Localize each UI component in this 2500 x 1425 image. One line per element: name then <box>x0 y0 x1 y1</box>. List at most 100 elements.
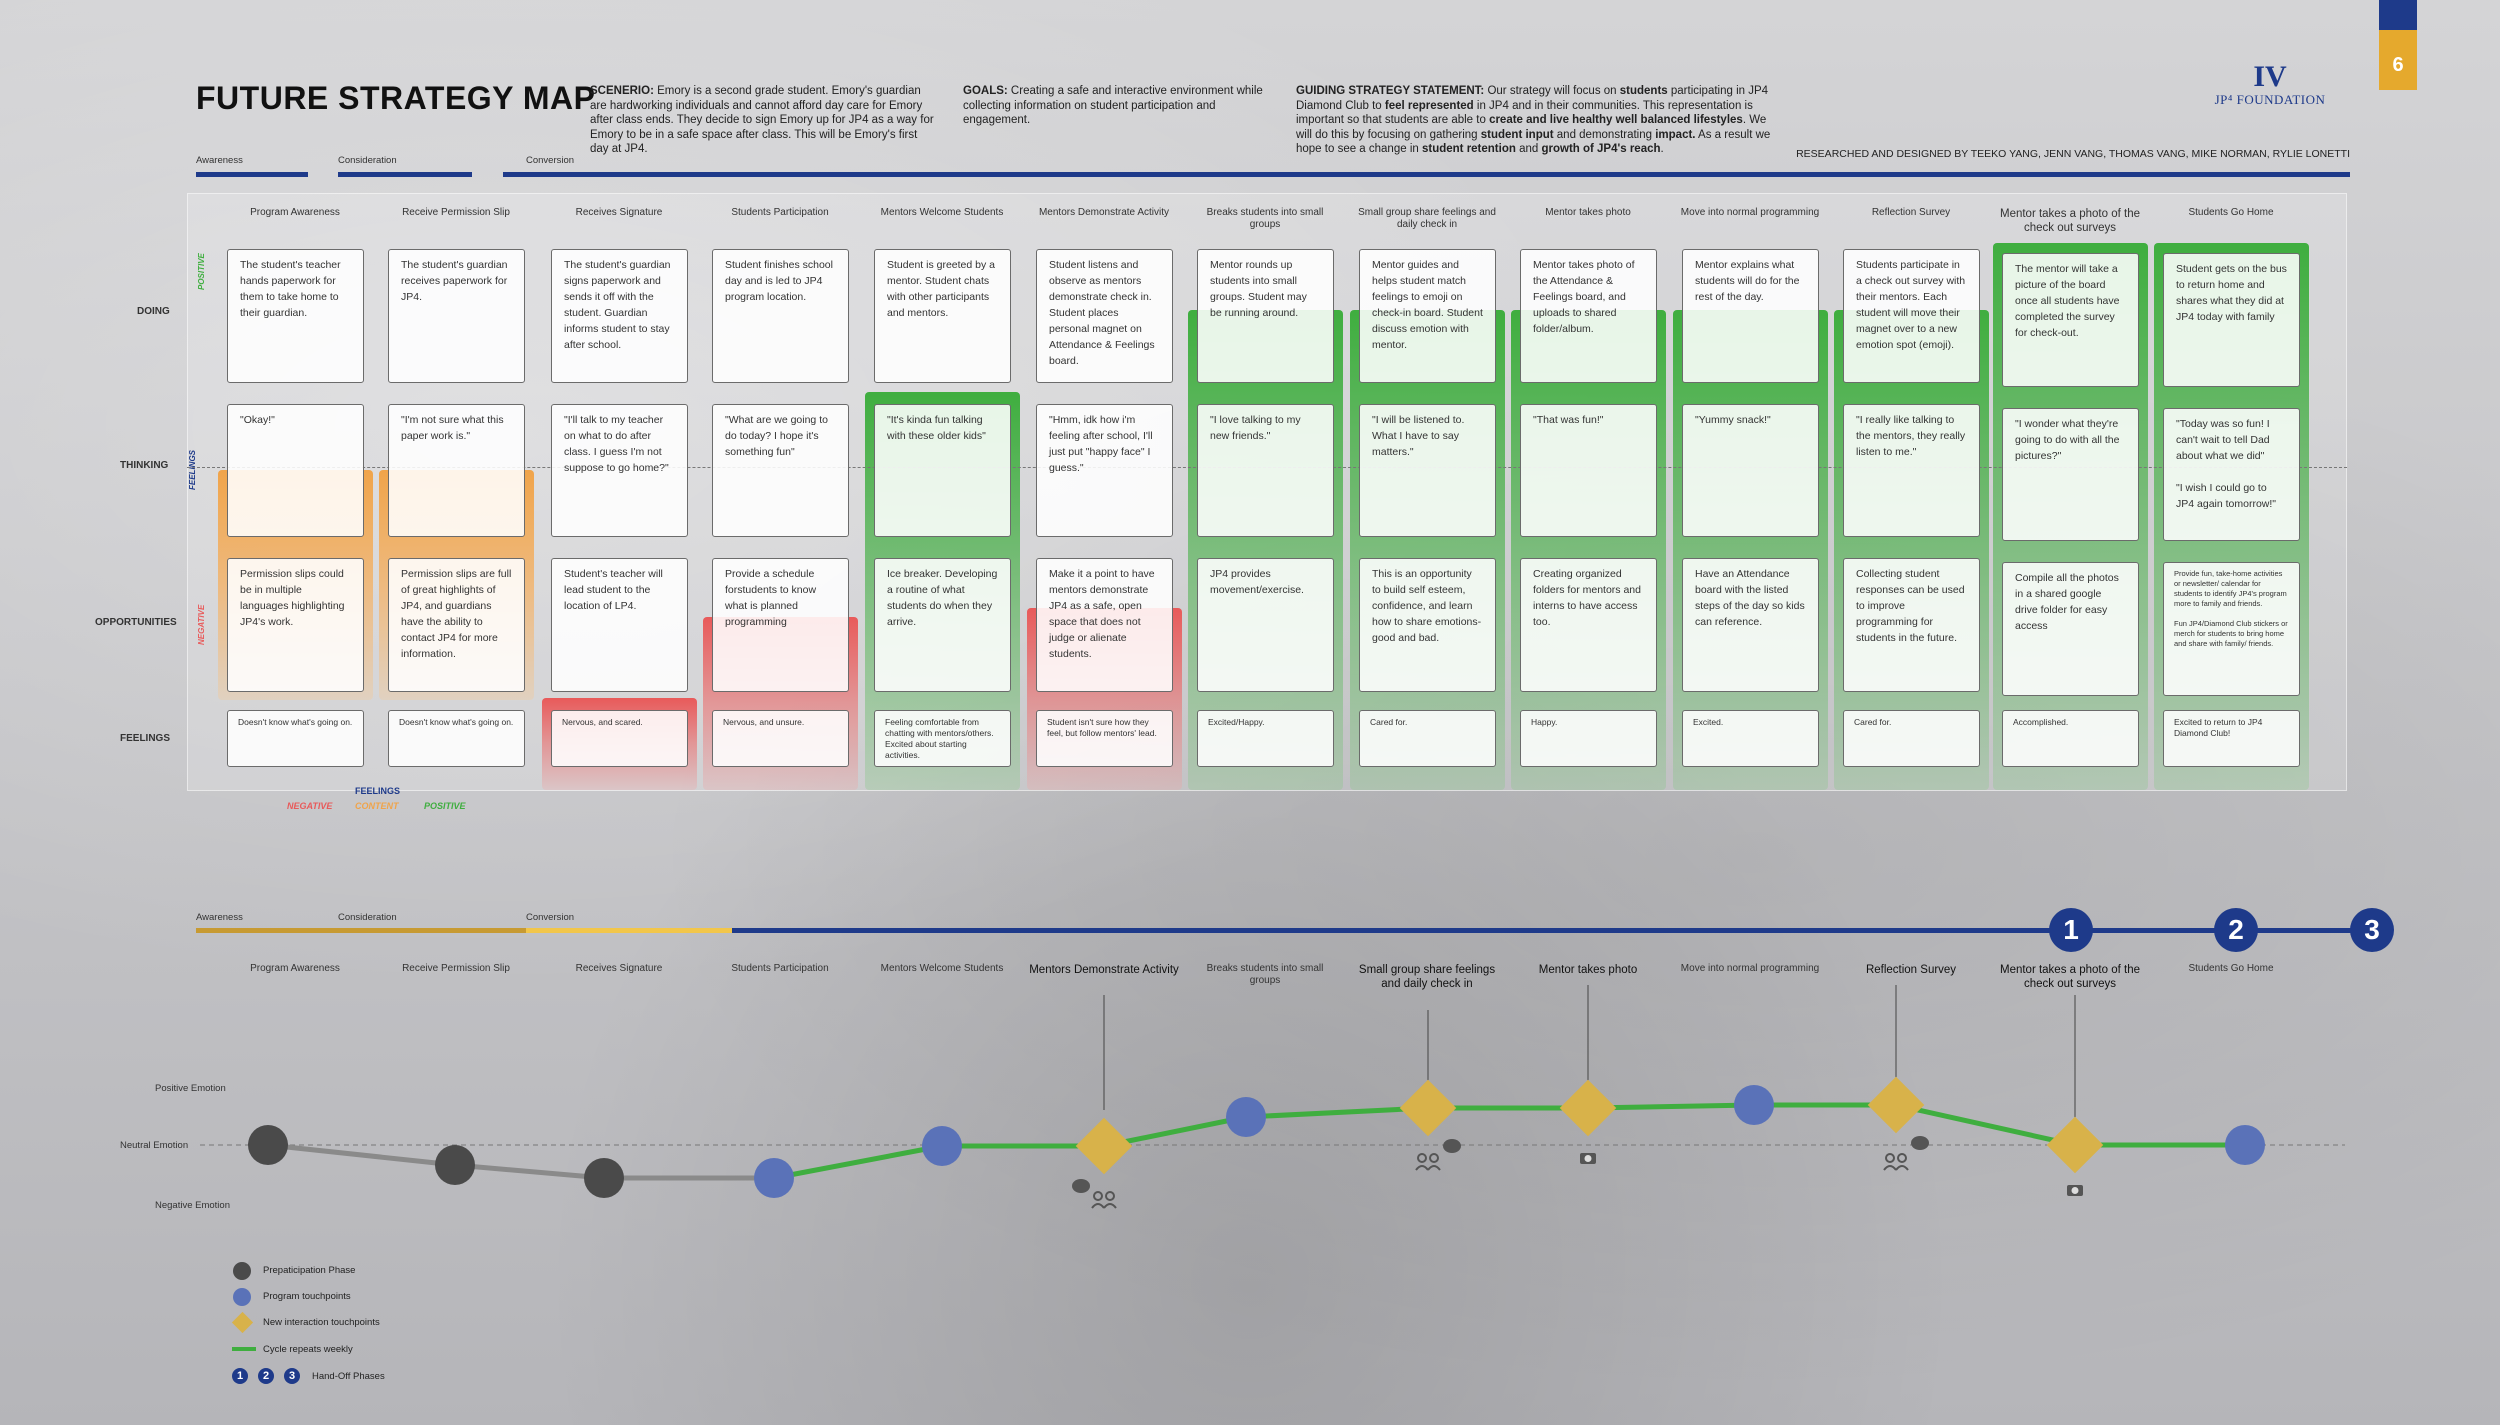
legend-dark-dot <box>233 1262 251 1280</box>
feelings-card: Excited/Happy. <box>1197 710 1334 767</box>
program-touchpoint <box>1226 1097 1266 1137</box>
journey-step-label: Students Go Home <box>2188 963 2274 974</box>
doing-card: Mentor rounds up students into small gro… <box>1197 249 1334 383</box>
legend-handoff-1: 1 <box>232 1368 248 1384</box>
chat-icon <box>1072 1179 1090 1193</box>
column-header: Mentors Demonstrate Activity <box>1038 207 1170 218</box>
thinking-card: "Today was so fun! I can't wait to tell … <box>2163 408 2300 541</box>
column-header: Mentor takes photo <box>1545 207 1631 218</box>
doing-card: Mentor guides and helps student match fe… <box>1359 249 1496 383</box>
opportunity-card: JP4 provides movement/exercise. <box>1197 558 1334 692</box>
row-label-thinking: THINKING <box>120 460 169 471</box>
handoff-2: 2 <box>2214 908 2258 952</box>
column-header: Small group share feelings and daily che… <box>1358 207 1496 230</box>
doing-card: The student's teacher hands paperwork fo… <box>227 249 364 383</box>
opportunity-card: Collecting student responses can be used… <box>1843 558 1980 692</box>
phase-conversion-2: Conversion <box>526 912 575 923</box>
thinking-card: "That was fun!" <box>1520 404 1657 537</box>
people-icon <box>1429 1153 1439 1163</box>
phase-awareness-2: Awareness <box>196 912 243 923</box>
opportunity-card: Permission slips could be in multiple la… <box>227 558 364 692</box>
thinking-card: "I will be listened to. What I have to s… <box>1359 404 1496 537</box>
phase-consideration-2: Consideration <box>338 912 397 923</box>
feelings-legend-positive: POSITIVE <box>424 801 466 811</box>
feelings-card: Cared for. <box>1359 710 1496 767</box>
credits: RESEARCHED AND DESIGNED BY TEEKO YANG, J… <box>1796 148 2350 160</box>
doing-card: Students participate in a check out surv… <box>1843 249 1980 383</box>
consideration-bar <box>338 172 472 177</box>
doing-card: Mentor takes photo of the Attendance & F… <box>1520 249 1657 383</box>
legend-handoff-3: 3 <box>284 1368 300 1384</box>
feelings-card: Cared for. <box>1843 710 1980 767</box>
legend-blue-dot <box>233 1288 251 1306</box>
row-label-doing: DOING <box>137 306 170 317</box>
feelings-card: Doesn't know what's going on. <box>227 710 364 767</box>
page-tab: 6 <box>2379 0 2417 90</box>
legend-handoff: Hand-Off Phases <box>312 1371 385 1382</box>
feelings-legend-content: CONTENT <box>355 801 399 811</box>
new-interaction-touchpoint <box>1559 1079 1617 1137</box>
column-header: Students Go Home <box>2188 207 2274 218</box>
feelings-legend-negative: NEGATIVE <box>287 801 333 811</box>
journey-step-label: Reflection Survey <box>1865 964 1957 976</box>
thinking-card: "I wonder what they're going to do with … <box>2002 408 2139 541</box>
opportunity-card: Compile all the photos in a shared googl… <box>2002 562 2139 696</box>
thinking-card: "It's kinda fun talking with these older… <box>874 404 1011 537</box>
new-interaction-touchpoint <box>2046 1116 2104 1174</box>
emotion-positive-label: Positive Emotion <box>155 1083 226 1094</box>
row-label-feelings: FEELINGS <box>120 733 171 744</box>
doing-card: Student finishes school day and is led t… <box>712 249 849 383</box>
phase-conversion: Conversion <box>526 155 575 166</box>
journey-step-label: Mentors Demonstrate Activity <box>1029 964 1179 976</box>
opportunity-card: Student's teacher will lead student to t… <box>551 558 688 692</box>
phase-consideration: Consideration <box>338 155 397 166</box>
column-header: Receive Permission Slip <box>402 207 510 218</box>
opportunity-card: Provide fun, take-home activities or new… <box>2163 562 2300 696</box>
journey-step-label: Small group share feelings and daily che… <box>1358 964 1496 990</box>
journey-step-label: Move into normal programming <box>1680 963 1820 974</box>
feelings-card: Happy. <box>1520 710 1657 767</box>
feelings-card: Feeling comfortable from chatting with m… <box>874 710 1011 767</box>
column-header: Mentors Welcome Students <box>880 207 1004 218</box>
feelings-card: Doesn't know what's going on. <box>388 710 525 767</box>
new-interaction-touchpoint <box>1075 1117 1133 1175</box>
doing-card: The student's guardian receives paperwor… <box>388 249 525 383</box>
thinking-card: "I'll talk to my teacher on what to do a… <box>551 404 688 537</box>
handoff-3: 3 <box>2350 908 2394 952</box>
bottom-bar-navy <box>732 928 2372 933</box>
opportunity-card: Have an Attendance board with the listed… <box>1682 558 1819 692</box>
journey-segment <box>454 1162 605 1181</box>
column-header: Mentor takes a photo of the check out su… <box>1999 208 2140 234</box>
guiding-statement: GUIDING STRATEGY STATEMENT: Our strategy… <box>1296 85 1771 155</box>
legend-program-touchpoints: Program touchpoints <box>263 1291 351 1302</box>
legend-prepaticipation: Prepaticipation Phase <box>263 1265 356 1276</box>
doing-card: The student's guardian signs paperwork a… <box>551 249 688 383</box>
people-icon <box>1885 1153 1895 1163</box>
journey-step-label: Breaks students into small groups <box>1206 963 1324 986</box>
prepaticipation-touchpoint <box>435 1145 475 1185</box>
prepaticipation-touchpoint <box>584 1158 624 1198</box>
journey-step-label: Mentors Welcome Students <box>880 963 1004 974</box>
jp4-logo: IV JP⁴ FOUNDATION <box>2214 60 2326 108</box>
conversion-bar <box>503 172 2350 177</box>
page-number: 6 <box>2392 54 2404 76</box>
program-touchpoint <box>1734 1085 1774 1125</box>
column-header: Reflection Survey <box>1871 207 1951 218</box>
journey-segment <box>267 1142 456 1168</box>
doing-card: Student gets on the bus to return home a… <box>2163 253 2300 387</box>
new-interaction-touchpoint <box>1399 1079 1457 1137</box>
bottom-bar-gold-b <box>526 928 732 933</box>
journey-segment <box>773 1143 943 1181</box>
journey-step-label: Program Awareness <box>250 963 340 974</box>
emotion-neutral-label: Neutral Emotion <box>120 1140 189 1151</box>
camera-lens <box>2071 1187 2079 1194</box>
thinking-card: "I really like talking to the mentors, t… <box>1843 404 1980 537</box>
journey-step-label: Students Participation <box>731 963 829 974</box>
column-header: Breaks students into small groups <box>1206 207 1324 230</box>
doing-card: Student listens and observe as mentors d… <box>1036 249 1173 383</box>
column-header: Move into normal programming <box>1680 207 1820 218</box>
column-header: Program Awareness <box>250 207 340 218</box>
legend-green-line <box>232 1347 256 1351</box>
chat-icon <box>1911 1136 1929 1150</box>
